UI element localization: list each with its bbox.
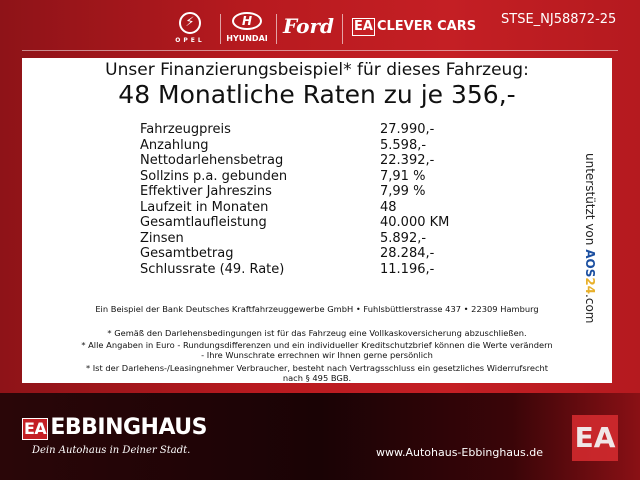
website-link[interactable]: www.Autohaus-Ebbinghaus.de	[376, 446, 543, 459]
table-row: Gesamtlaufleistung 40.000 KM	[140, 215, 450, 230]
footer: EA EBBINGHAUS Dein Autohaus in Deiner Sta…	[0, 393, 640, 480]
aos24-credit: unterstützt von AOS24.com	[583, 153, 597, 324]
clever-cars-logo: EA CLEVER CARS	[352, 18, 477, 36]
offer-subtitle: Unser Finanzierungsbeispiel* für dieses …	[105, 60, 529, 80]
ebbinghaus-logo: EA EBBINGHAUS	[22, 415, 208, 440]
table-row: Gesamtbetrag 28.284,-	[140, 246, 435, 261]
table-row: Anzahlung 5.598,-	[140, 137, 427, 153]
aos24-logo: AOS24	[583, 249, 597, 295]
table-row: Schlussrate (49. Rate) 11.196,-	[140, 261, 435, 277]
opel-logo: ⚡ OPEL	[168, 12, 212, 44]
table-row: Nettodarlehensbetrag 22.392,-	[140, 153, 435, 168]
note: nach § 495 BGB.	[282, 373, 352, 383]
divider	[22, 50, 618, 51]
header: ⚡ OPEL H HYUNDAI Ford EA CLEVER CARS STSE…	[0, 0, 640, 52]
ea-badge: EA	[572, 415, 618, 461]
note: * Ist der Darlehens-/Leasingnehmer Verbr…	[85, 363, 549, 373]
table-row: Laufzeit in Monaten 48	[140, 199, 397, 215]
note: * Gemäß den Darlehensbedingungen ist für…	[107, 328, 527, 338]
financing-table: Fahrzeugpreis 27.990,- Anzahlung 5.598,- N…	[140, 122, 449, 277]
note: - Ihre Wunschrate errechnen wir Ihnen ge…	[201, 350, 433, 360]
table-row: Sollzins p.a. gebunden 7,91 %	[140, 168, 426, 184]
table-row: Zinsen 5.892,-	[140, 230, 427, 246]
note: * Alle Angaben in Euro - Rundungsdiffere…	[81, 340, 553, 350]
opel-icon: ⚡	[179, 12, 201, 34]
table-row: Fahrzeugpreis 27.990,-	[140, 122, 435, 137]
table-row: Effektiver Jahreszins 7,99 %	[140, 184, 426, 199]
financing-panel: Unser Finanzierungsbeispiel* für dieses …	[22, 58, 612, 383]
reference-number: STSE_NJ58872-25	[501, 12, 617, 27]
hyundai-logo: H HYUNDAI	[226, 12, 268, 43]
ford-logo: Ford	[283, 14, 334, 38]
slogan: Dein Autohaus in Deiner Stadt.	[32, 445, 191, 456]
offer-title: 48 Monatliche Raten zu je 356,-	[118, 80, 516, 109]
hyundai-icon: H	[232, 12, 262, 30]
bank-info: Ein Beispiel der Bank Deutsches Kraftfah…	[95, 304, 539, 314]
